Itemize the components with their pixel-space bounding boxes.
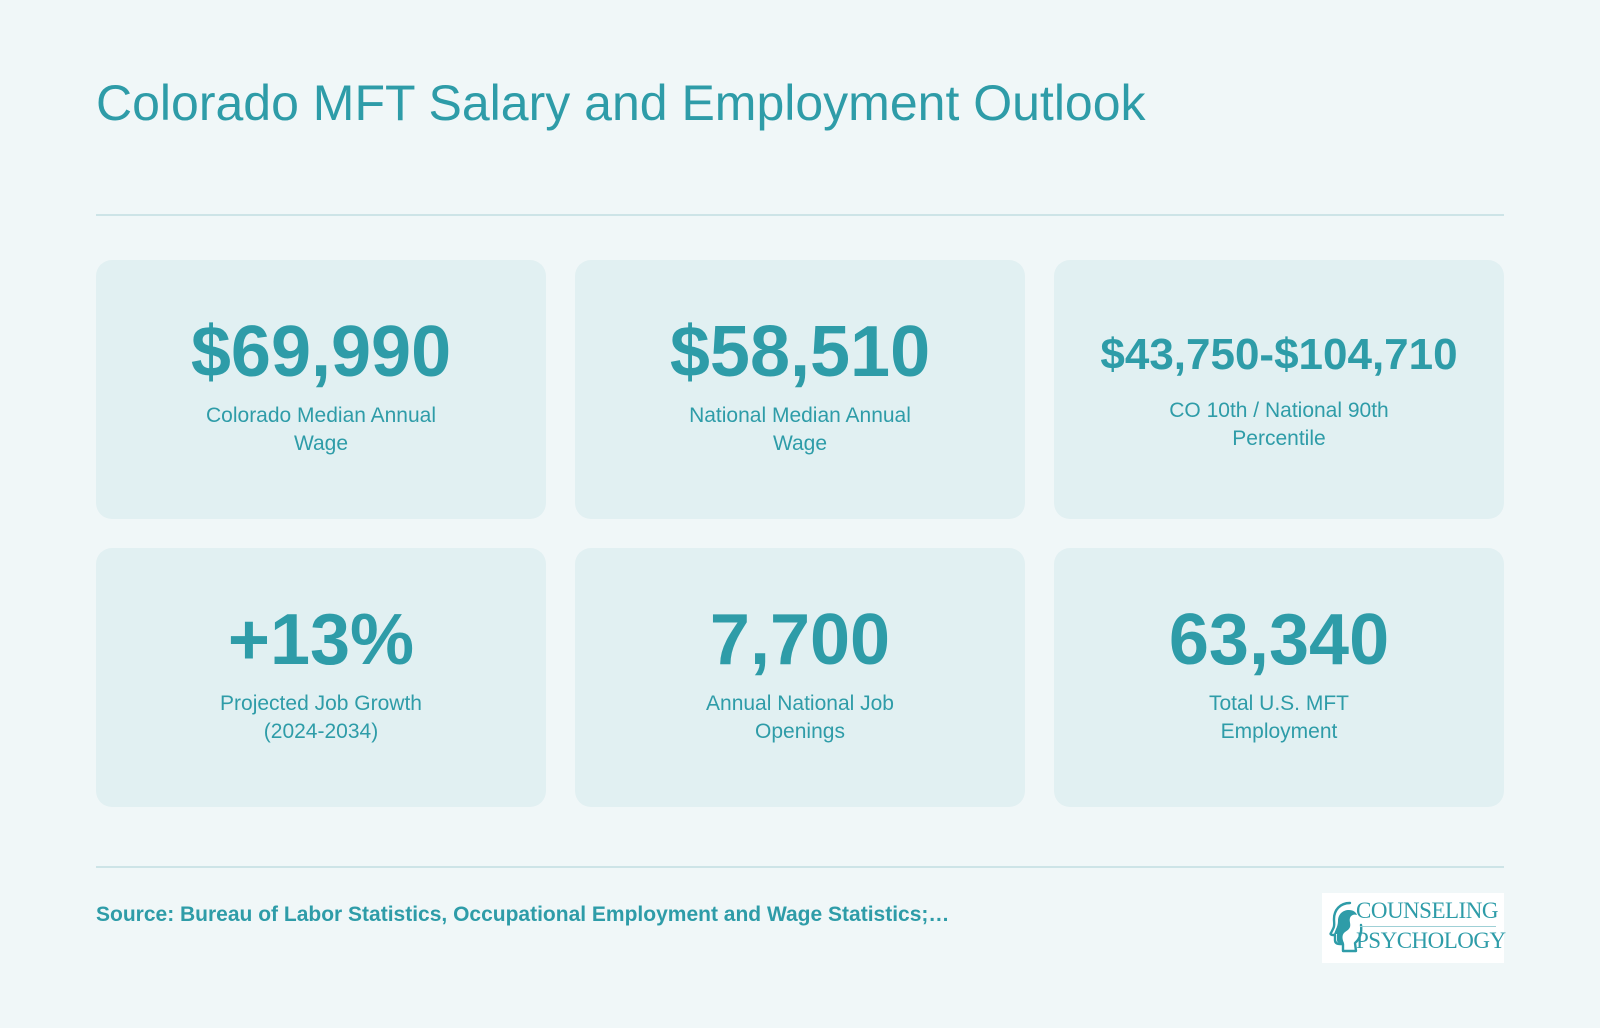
stat-label: CO 10th / National 90th Percentile <box>1169 398 1389 450</box>
stats-grid: $69,990 Colorado Median Annual Wage $58,… <box>96 260 1504 807</box>
bottom-divider <box>96 866 1504 868</box>
stat-label: National Median Annual Wage <box>689 403 911 455</box>
stat-card-colorado-median-wage: $69,990 Colorado Median Annual Wage <box>96 260 546 519</box>
page-title: Colorado MFT Salary and Employment Outlo… <box>96 75 1146 131</box>
stat-card-national-median-wage: $58,510 National Median Annual Wage <box>575 260 1025 519</box>
stat-card-job-growth: +13% Projected Job Growth (2024-2034) <box>96 548 546 807</box>
stat-card-total-employment: 63,340 Total U.S. MFT Employment <box>1054 548 1504 807</box>
logo-divider <box>1360 926 1496 927</box>
stat-value: $58,510 <box>669 311 931 392</box>
stat-label: Colorado Median Annual Wage <box>206 403 436 455</box>
stat-label: Projected Job Growth (2024-2034) <box>220 691 422 743</box>
stat-label: Annual National Job Openings <box>706 691 894 743</box>
stat-value: $43,750-$104,710 <box>1100 329 1458 379</box>
stat-card-percentile-range: $43,750-$104,710 CO 10th / National 90th… <box>1054 260 1504 519</box>
head-silhouette-icon <box>1329 901 1363 953</box>
stat-label: Total U.S. MFT Employment <box>1208 691 1350 743</box>
stat-value: $69,990 <box>190 311 452 392</box>
source-citation: Source: Bureau of Labor Statistics, Occu… <box>96 903 950 926</box>
stat-value: +13% <box>227 599 415 680</box>
logo-text-line1: COUNSELING <box>1356 898 1498 923</box>
stat-card-job-openings: 7,700 Annual National Job Openings <box>575 548 1025 807</box>
stat-value: 63,340 <box>1168 599 1390 680</box>
top-divider <box>96 214 1504 216</box>
stat-value: 7,700 <box>709 599 891 680</box>
brand-logo: COUNSELING PSYCHOLOGY <box>1322 893 1506 963</box>
logo-text-line2: PSYCHOLOGY <box>1356 928 1506 953</box>
